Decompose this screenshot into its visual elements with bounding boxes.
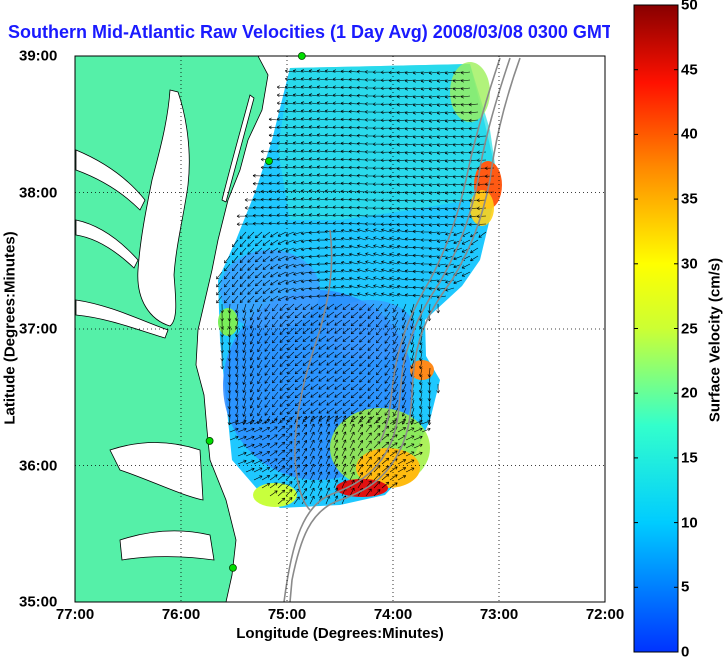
y-tick-label: 36:00 [19, 457, 58, 474]
x-axis-label: Longitude (Degrees:Minutes) [236, 625, 444, 642]
station-marker [297, 52, 306, 60]
x-tick-label: 76:00 [161, 606, 201, 623]
colorbar [633, 4, 679, 653]
x-tick-label: 77:00 [55, 606, 95, 623]
colorbar-tick-label: 30 [681, 255, 698, 273]
radar-stations [205, 52, 306, 572]
colorbar-tick-label: 25 [681, 320, 698, 337]
colorbar-tick-label: 50 [681, 0, 698, 14]
x-tick-label: 75:00 [267, 606, 307, 623]
colorbar-tick-label: 10 [681, 514, 698, 532]
station-marker [265, 157, 273, 166]
bay-water [75, 89, 255, 561]
y-axis-label: Latitude (Degrees:Minutes) [1, 231, 19, 425]
colorbar-tick-label: 35 [681, 190, 698, 208]
vector-arrows [216, 69, 495, 505]
colorbar-tick-label: 15 [681, 449, 698, 467]
chart-title: Southern Mid-Atlantic Raw Velocities (1 … [8, 22, 613, 42]
colorbar-tick-label: 5 [681, 578, 690, 596]
colorbar-tick-label: 45 [681, 61, 698, 79]
colorbar-tick-label: 40 [681, 125, 698, 143]
y-tick-label: 35:00 [19, 593, 58, 611]
colorbar-ticks [634, 4, 678, 653]
colorbar-tick-label: 20 [681, 384, 698, 402]
plot-frame [74, 55, 606, 603]
y-tick-label: 37:00 [19, 320, 58, 338]
title-overlap [610, 20, 634, 44]
colorbar-label: Surface Velocity (cm/s) [706, 257, 724, 423]
station-marker [229, 563, 237, 572]
y-tick-label: 39:00 [19, 47, 58, 65]
colorbar-tick-label: 0 [681, 643, 690, 661]
x-tick-label: 72:00 [585, 606, 625, 623]
station-marker [205, 437, 214, 445]
y-tick-label: 38:00 [19, 184, 58, 201]
x-tick-label: 74:00 [373, 606, 413, 623]
grid [75, 56, 605, 602]
x-tick-label: 73:00 [479, 606, 519, 623]
velocity-vectors [216, 69, 495, 505]
